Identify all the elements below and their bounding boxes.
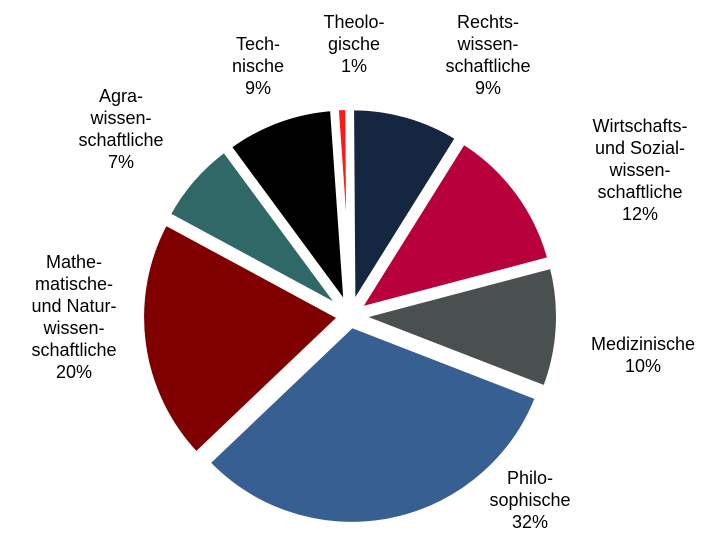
pie-label-line: schaftliche <box>31 340 116 360</box>
pie-label-line: wissen- <box>608 160 670 180</box>
pie-label-line: wissen- <box>89 108 151 128</box>
pie-label-line: sophische <box>489 490 570 510</box>
pie-label-line: Tech- <box>236 34 280 54</box>
pie-label-line: und Natur- <box>31 296 116 316</box>
pie-label-5: Mathe-matische-und Natur-wissen-schaftli… <box>31 252 116 382</box>
pie-label-7: Tech-nische 9% <box>232 34 284 98</box>
pie-label-line: Philo- <box>507 468 553 488</box>
pie-label-line: Theolo- <box>323 12 384 32</box>
pie-slice-2 <box>354 138 554 314</box>
pie-label-line: Agra- <box>99 86 143 106</box>
pie-label-percent: 20% <box>56 362 92 382</box>
pie-label-percent: 9% <box>245 78 271 98</box>
pie-label-line: schaftliche <box>78 130 163 150</box>
pie-label-line: matische- <box>35 274 113 294</box>
pie-label-line: wissen- <box>456 34 518 54</box>
pie-label-line: Rechts- <box>457 12 519 32</box>
pie-slice-3 <box>355 262 562 392</box>
pie-label-percent: 1% <box>341 56 367 76</box>
pie-slice-7 <box>225 105 350 311</box>
pie-slice-1 <box>348 104 462 311</box>
pie-label-percent: 32% <box>512 512 548 532</box>
pie-label-line: schaftliche <box>445 56 530 76</box>
pie-label-3: Medizinische 10% <box>591 334 695 376</box>
pie-label-line: und Sozial- <box>595 138 685 158</box>
pie-label-line: wissen- <box>42 318 104 338</box>
pie-label-line: gische <box>328 34 380 54</box>
pie-label-percent: 10% <box>625 356 661 376</box>
pie-label-6: Agra-wissen-schaftliche 7% <box>78 86 163 172</box>
pie-label-4: Philo-sophische 32% <box>489 468 570 532</box>
pie-label-line: nische <box>232 56 284 76</box>
pie-label-line: Medizinische <box>591 334 695 354</box>
pie-label-line: schaftliche <box>597 182 682 202</box>
pie-slice-5 <box>138 219 345 459</box>
pie-slice-6 <box>164 146 347 314</box>
pie-labels: Theolo-gische 1% Rechts-wissen-schaftliche… <box>31 12 695 532</box>
pie-label-percent: 7% <box>108 152 134 172</box>
pie-label-line: Mathe- <box>46 252 102 272</box>
pie-label-percent: 9% <box>475 78 501 98</box>
pie-label-2: Wirtschafts-und Sozial-wissen-schaftlich… <box>592 116 687 224</box>
pie-label-0: Theolo-gische 1% <box>323 12 384 76</box>
pie-slices <box>138 104 562 528</box>
pie-label-line: Wirtschafts- <box>592 116 687 136</box>
pie-slice-4 <box>203 321 542 528</box>
pie-label-1: Rechts-wissen-schaftliche 9% <box>445 12 530 98</box>
pie-label-percent: 12% <box>622 204 658 224</box>
